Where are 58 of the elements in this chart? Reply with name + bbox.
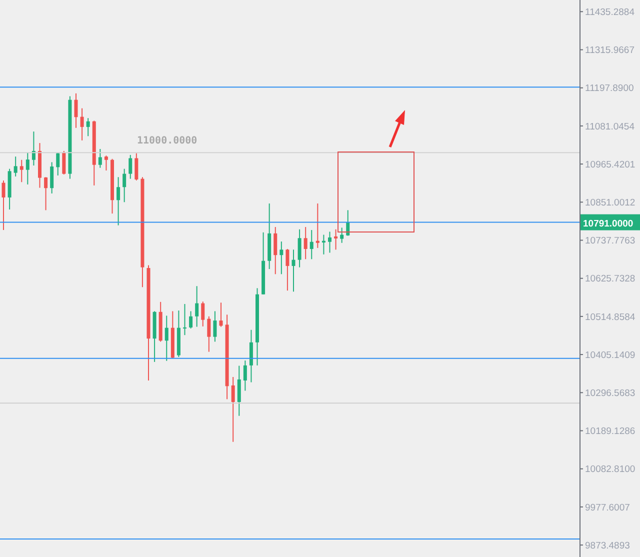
y-tick-label: 10296.5683	[585, 388, 636, 400]
candlestick	[237, 365, 241, 416]
candlestick	[195, 286, 199, 328]
y-tick-label: 11315.9667	[585, 45, 634, 56]
candlestick	[62, 150, 66, 175]
y-tick-label: 10082.8100	[585, 464, 636, 476]
candlestick	[128, 154, 132, 180]
y-tick-label: 11081.0454	[585, 121, 634, 132]
ref-line-label: 11000.0000	[137, 136, 198, 147]
candlestick	[286, 248, 290, 292]
y-tick-label: 10514.8584	[585, 312, 636, 323]
y-tick-label: 10965.4201	[585, 159, 636, 170]
y-tick-label: 10737.7763	[585, 236, 636, 247]
candlestick	[249, 329, 253, 383]
ref-line-label: 10791.0000	[583, 218, 634, 230]
candlestick	[50, 162, 54, 194]
candlestick	[98, 148, 102, 168]
candlestick	[243, 360, 247, 392]
candlestick	[328, 231, 332, 254]
candlestick	[44, 176, 48, 211]
candlestick	[231, 376, 235, 442]
candlestick	[310, 230, 314, 260]
candlestick	[274, 226, 278, 275]
candlestick	[292, 249, 296, 292]
candlestick	[304, 226, 308, 260]
candlestick	[2, 180, 6, 231]
candlestick	[201, 301, 205, 327]
y-tick-label: 9977.6007	[585, 502, 630, 514]
y-tick-label: 10625.7328	[585, 274, 636, 285]
candlestick	[80, 108, 84, 141]
candlestick	[213, 310, 217, 342]
candlestick	[116, 176, 120, 226]
candlestick	[183, 303, 186, 336]
y-tick-label: 11435.2884	[585, 7, 634, 18]
y-tick-label: 10851.0012	[585, 198, 636, 209]
candlestick	[164, 315, 168, 362]
y-tick-label: 10405.1409	[585, 350, 636, 361]
candlestick	[26, 152, 30, 185]
candlestick	[32, 131, 36, 166]
candlestick	[20, 159, 24, 183]
candlestick	[189, 310, 193, 329]
candlestick	[340, 227, 344, 244]
candlestick	[207, 316, 211, 352]
candlestick	[219, 302, 223, 328]
candlestick	[104, 155, 108, 171]
candlestick	[14, 156, 18, 177]
candlestick	[134, 152, 138, 181]
candlestick	[316, 202, 320, 248]
y-tick-label: 10189.1286	[585, 426, 636, 438]
candlestick	[298, 228, 302, 268]
candlestick	[122, 168, 126, 203]
y-tick-label: 11197.8900	[585, 83, 634, 94]
candlestick	[334, 228, 338, 250]
candlestick	[280, 241, 284, 275]
y-tick-label: 9873.4893	[585, 540, 630, 552]
candlestick	[74, 92, 78, 128]
candlestick	[56, 152, 60, 176]
candlestick	[86, 118, 90, 137]
